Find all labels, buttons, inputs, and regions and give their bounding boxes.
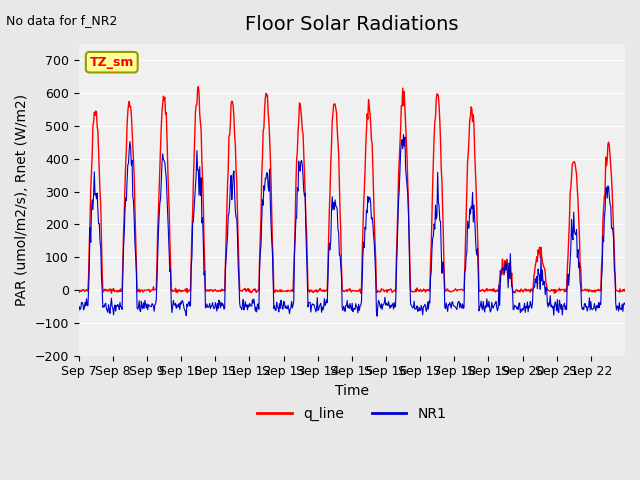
Y-axis label: PAR (umol/m2/s), Rnet (W/m2): PAR (umol/m2/s), Rnet (W/m2)	[15, 94, 29, 306]
Text: TZ_sm: TZ_sm	[90, 56, 134, 69]
Title: Floor Solar Radiations: Floor Solar Radiations	[245, 15, 459, 34]
Legend: q_line, NR1: q_line, NR1	[252, 401, 452, 427]
X-axis label: Time: Time	[335, 384, 369, 398]
Text: No data for f_NR2: No data for f_NR2	[6, 14, 118, 27]
